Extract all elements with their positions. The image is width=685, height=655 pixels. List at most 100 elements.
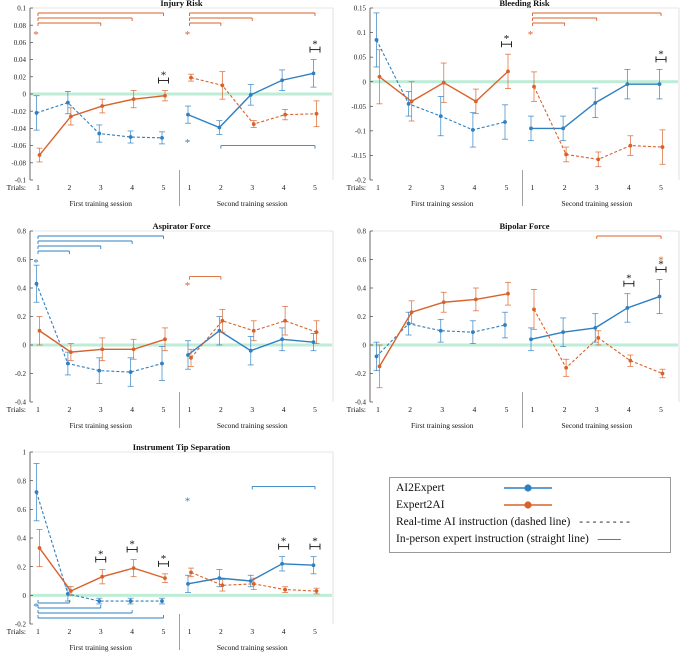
legend-item-solid: In-person expert instruction (straight l… [396, 531, 621, 547]
chart-panel: Aspirator Force 0.8 0.6 0.4 0.2 0 -0.2 -0.4Tria… [7, 221, 334, 430]
y-tick-label: -0.2 [15, 621, 27, 629]
data-point [470, 127, 475, 132]
y-tick-label: 0 [363, 78, 367, 86]
x-tick-label: 3 [99, 627, 103, 636]
x-tick-label: 4 [282, 627, 286, 636]
data-point [128, 599, 133, 603]
pairwise-significance: * [655, 48, 667, 63]
trial-bracket [532, 17, 598, 21]
data-point [220, 318, 225, 323]
x-tick-label: 5 [659, 405, 663, 414]
data-point [532, 307, 536, 312]
chart-title: Bipolar Force [500, 221, 550, 231]
bracket-star: * [33, 257, 39, 269]
data-point [377, 74, 382, 79]
y-tick-label: 1 [23, 449, 27, 457]
data-point [438, 114, 443, 119]
y-tick-label: -0.1 [15, 177, 27, 185]
data-point [251, 122, 256, 126]
x-tick-label: 3 [99, 405, 103, 414]
y-tick-label: -0.06 [11, 142, 26, 150]
data-point [68, 114, 73, 119]
x-tick-label: 5 [313, 627, 317, 636]
x-tick-label: 5 [162, 183, 166, 192]
x-tick-label: 1 [188, 405, 192, 414]
y-tick-label: -0.2 [15, 370, 27, 378]
x-tick-label: 4 [627, 405, 631, 414]
data-point [100, 104, 105, 108]
series-line-ai2expert-s1 [35, 491, 162, 602]
data-point [561, 126, 566, 131]
legend-item-expert2ai: Expert2AI [396, 497, 552, 513]
y-tick-label: -0.4 [355, 399, 367, 407]
trial-bracket [532, 22, 566, 26]
trial-bracket [37, 235, 164, 239]
y-tick-label: 0 [363, 342, 367, 350]
y-tick-label: -0.08 [11, 159, 26, 167]
session2-label: Second training session [561, 199, 632, 208]
data-point [100, 347, 105, 352]
trial-bracket [189, 17, 253, 21]
data-point [37, 546, 42, 550]
trials-label: Trials: [347, 183, 366, 192]
trial-bracket [37, 17, 133, 21]
x-tick-label: 5 [505, 405, 509, 414]
session1-label: First training session [69, 643, 132, 652]
x-tick-label: 3 [440, 183, 444, 192]
data-point [406, 101, 411, 106]
data-point [314, 589, 319, 593]
bracket-star: * [185, 137, 191, 149]
data-point [473, 297, 478, 302]
session2-label: Second training session [217, 643, 288, 652]
data-point [311, 340, 316, 345]
y-tick-label: -0.2 [355, 370, 367, 378]
data-point [311, 563, 316, 568]
data-point [189, 570, 193, 575]
x-tick-label: 1 [36, 627, 40, 636]
sig-star: * [658, 48, 664, 60]
legend-sample-ai2expert [504, 484, 552, 492]
zero-baseline [371, 80, 678, 84]
trial-bracket [37, 615, 164, 619]
y-tick-label: -0.05 [351, 103, 366, 111]
y-tick-label: 0.8 [17, 228, 26, 236]
data-point [280, 78, 285, 83]
chart-title: Injury Risk [160, 0, 203, 8]
x-tick-label: 3 [595, 405, 599, 414]
data-point [220, 83, 225, 88]
data-point [163, 337, 167, 342]
data-point [100, 574, 105, 579]
x-tick-label: 5 [162, 627, 166, 636]
x-tick-label: 2 [219, 627, 223, 636]
sig-star: * [658, 258, 664, 270]
data-point [186, 581, 190, 586]
trial-bracket [532, 12, 662, 16]
data-point [97, 131, 102, 136]
data-point [529, 126, 533, 131]
data-point [163, 576, 167, 581]
data-point [529, 337, 533, 342]
trial-bracket [220, 145, 316, 149]
chart-title: Aspirator Force [153, 221, 211, 231]
data-point [131, 97, 136, 102]
x-tick-label: 4 [627, 183, 631, 192]
data-point [65, 100, 70, 105]
data-point [97, 368, 102, 373]
data-point [186, 112, 190, 117]
data-point [280, 337, 285, 342]
x-tick-label: 2 [563, 183, 567, 192]
y-tick-label: -0.15 [351, 152, 366, 160]
data-point [596, 157, 601, 162]
data-point [251, 328, 256, 333]
chart-panel: Bipolar Force 0.8 0.6 0.4 0.2 0 -0.2 -0.4Trials… [347, 221, 680, 430]
sig-star: * [129, 539, 135, 551]
sig-star: * [98, 549, 104, 561]
session1-label: First training session [69, 421, 132, 430]
legend-label: Expert2AI [396, 499, 445, 511]
pairwise-significance: * [158, 553, 169, 567]
x-tick-label: 1 [188, 183, 192, 192]
data-point [377, 364, 382, 369]
bracket-star: * [185, 280, 191, 292]
y-tick-label: 0.4 [357, 285, 366, 293]
x-tick-label: 1 [376, 183, 380, 192]
